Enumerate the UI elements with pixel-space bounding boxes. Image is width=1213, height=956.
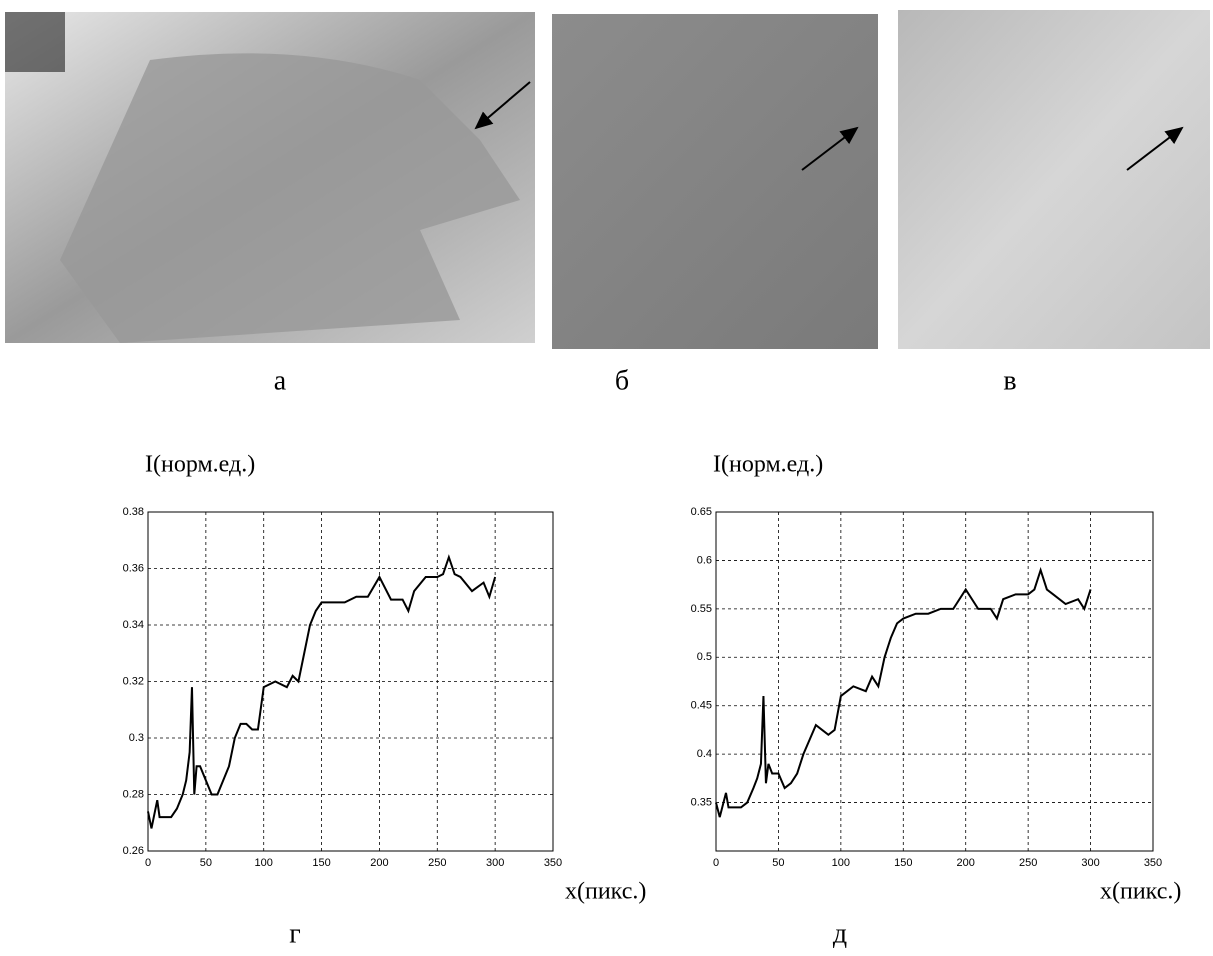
x-tick-label: 250 — [1019, 857, 1037, 869]
image-c — [898, 10, 1210, 349]
x-tick-label: 200 — [370, 857, 388, 869]
y-axis-label: I(норм.ед.) — [145, 452, 255, 478]
x-tick-label: 350 — [544, 857, 562, 869]
plot-area — [715, 511, 1154, 852]
y-tick-label: 0.45 — [691, 700, 712, 712]
y-tick-label: 0.35 — [691, 796, 712, 808]
panel-label: д — [833, 918, 847, 949]
x-tick-label: 50 — [772, 857, 784, 869]
x-tick-label: 300 — [486, 857, 504, 869]
y-tick-label: 0.32 — [123, 675, 144, 687]
y-tick-label: 0.5 — [697, 651, 712, 663]
panel-label: в — [1003, 365, 1016, 396]
y-tick-label: 0.6 — [697, 554, 712, 566]
x-axis-label: x(пикс.) — [565, 879, 646, 905]
y-tick-label: 0.34 — [123, 619, 144, 631]
x-tick-label: 150 — [312, 857, 330, 869]
x-tick-label: 0 — [713, 857, 719, 869]
image-a — [5, 12, 535, 343]
x-tick-label: 100 — [255, 857, 273, 869]
y-tick-label: 0.26 — [123, 845, 144, 857]
x-tick-label: 250 — [428, 857, 446, 869]
y-tick-label: 0.65 — [691, 506, 712, 518]
x-tick-label: 350 — [1144, 857, 1162, 869]
x-tick-label: 150 — [894, 857, 912, 869]
y-tick-label: 0.55 — [691, 603, 712, 615]
panel-label: а — [274, 365, 287, 396]
y-tick-label: 0.38 — [123, 506, 144, 518]
x-tick-label: 200 — [957, 857, 975, 869]
panel-label: г — [289, 918, 300, 949]
y-axis-label: I(норм.ед.) — [713, 452, 823, 478]
image-b — [552, 14, 878, 349]
x-tick-label: 0 — [145, 857, 151, 869]
x-tick-label: 100 — [832, 857, 850, 869]
y-tick-label: 0.4 — [697, 748, 712, 760]
x-tick-label: 50 — [200, 857, 212, 869]
y-tick-label: 0.3 — [129, 732, 144, 744]
x-tick-label: 300 — [1081, 857, 1099, 869]
data-line — [147, 554, 497, 829]
y-tick-label: 0.36 — [123, 562, 144, 574]
panel-label: б — [615, 365, 629, 396]
data-line — [715, 566, 1092, 818]
y-tick-label: 0.28 — [123, 788, 144, 800]
x-axis-label: x(пикс.) — [1100, 879, 1181, 905]
